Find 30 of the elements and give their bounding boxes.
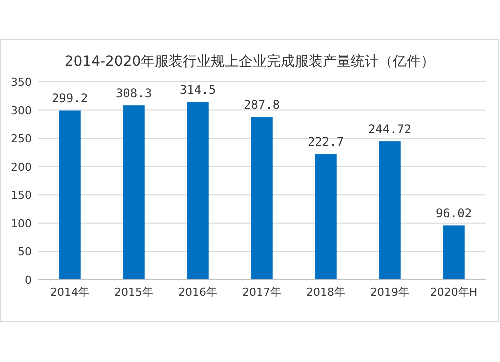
data-label: 299.2 (52, 92, 88, 106)
bar (59, 110, 81, 280)
y-tick-label: 0 (25, 274, 32, 287)
bar (187, 102, 209, 280)
y-tick-label: 150 (11, 189, 32, 202)
bar (443, 226, 465, 280)
y-tick-label: 50 (18, 246, 32, 259)
data-label: 287.8 (244, 98, 280, 112)
x-tick-label: 2016年 (178, 286, 218, 299)
y-tick-label: 350 (11, 76, 32, 89)
chart-title: 2014-2020年服装行业规上企业完成服装产量统计（亿件） (64, 54, 436, 70)
y-tick-label: 100 (11, 217, 32, 230)
data-label: 96.02 (436, 206, 472, 221)
data-label: 244.72 (368, 122, 412, 137)
y-tick-label: 200 (11, 160, 32, 174)
bar (123, 106, 145, 280)
x-tick-label: 2014年 (50, 286, 90, 299)
x-tick-label: 2018年 (306, 286, 346, 299)
data-label: 308.3 (116, 86, 152, 101)
bar (315, 154, 337, 280)
data-label: 314.5 (180, 83, 216, 98)
x-tick-label: 2015年 (114, 286, 154, 299)
bar (251, 117, 273, 280)
data-label: 222.7 (308, 135, 344, 150)
x-tick-label: 2019年 (370, 286, 410, 299)
bar (379, 142, 401, 280)
x-tick-label: 2020年H (430, 286, 478, 299)
y-tick-label: 250 (11, 132, 32, 146)
x-tick-label: 2017年 (242, 286, 282, 299)
y-tick-label: 300 (11, 104, 32, 118)
